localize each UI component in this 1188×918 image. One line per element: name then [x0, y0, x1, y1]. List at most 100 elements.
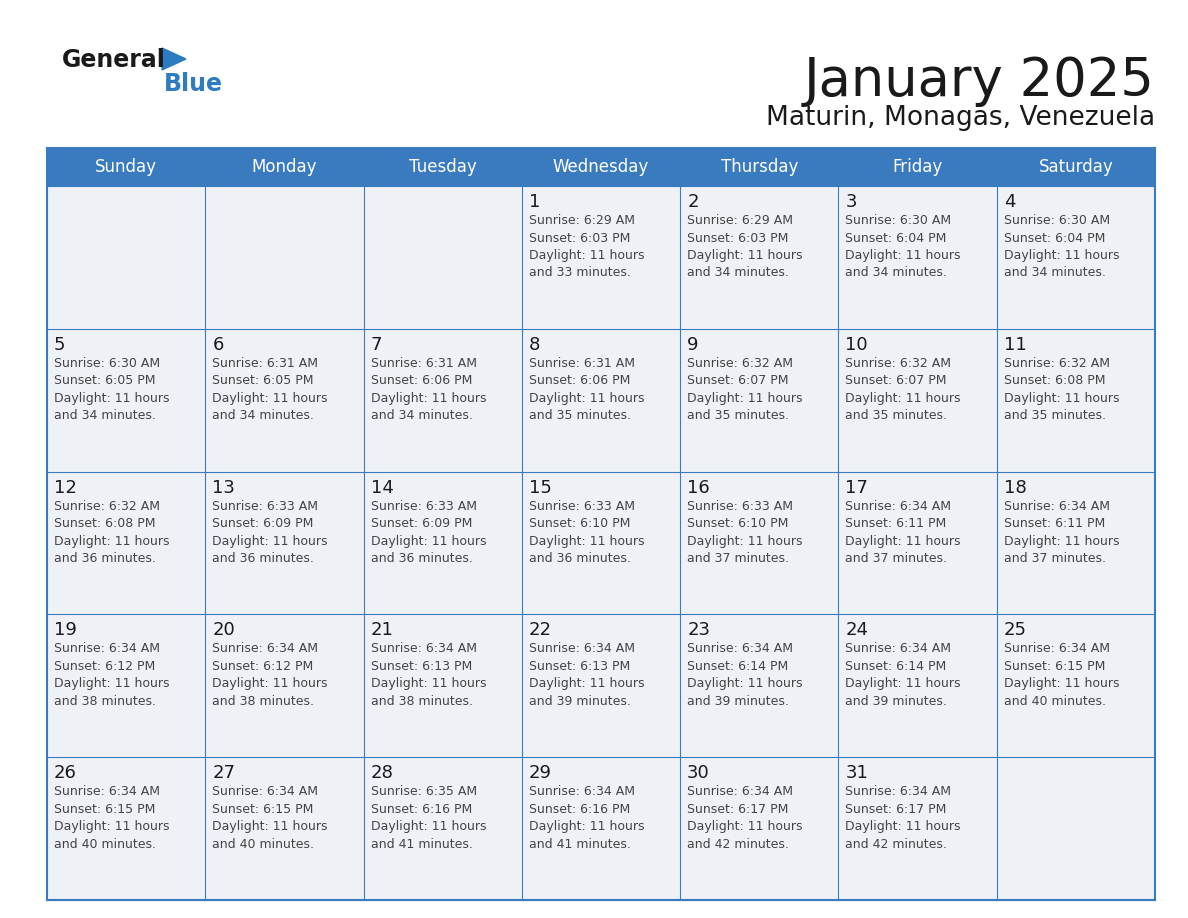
Text: Sunrise: 6:34 AM
Sunset: 6:15 PM
Daylight: 11 hours
and 40 minutes.: Sunrise: 6:34 AM Sunset: 6:15 PM Dayligh…: [1004, 643, 1119, 708]
Text: 25: 25: [1004, 621, 1026, 640]
Text: Sunrise: 6:34 AM
Sunset: 6:15 PM
Daylight: 11 hours
and 40 minutes.: Sunrise: 6:34 AM Sunset: 6:15 PM Dayligh…: [53, 785, 170, 851]
Text: Sunrise: 6:30 AM
Sunset: 6:04 PM
Daylight: 11 hours
and 34 minutes.: Sunrise: 6:30 AM Sunset: 6:04 PM Dayligh…: [1004, 214, 1119, 279]
Text: 28: 28: [371, 764, 393, 782]
Text: 31: 31: [846, 764, 868, 782]
Text: Sunrise: 6:33 AM
Sunset: 6:10 PM
Daylight: 11 hours
and 36 minutes.: Sunrise: 6:33 AM Sunset: 6:10 PM Dayligh…: [529, 499, 644, 565]
Text: Sunrise: 6:34 AM
Sunset: 6:11 PM
Daylight: 11 hours
and 37 minutes.: Sunrise: 6:34 AM Sunset: 6:11 PM Dayligh…: [1004, 499, 1119, 565]
Text: 1: 1: [529, 193, 541, 211]
Bar: [522, 329, 681, 472]
Bar: [364, 757, 522, 900]
Bar: [206, 329, 364, 472]
Text: January 2025: January 2025: [804, 55, 1155, 107]
Text: Sunrise: 6:34 AM
Sunset: 6:12 PM
Daylight: 11 hours
and 38 minutes.: Sunrise: 6:34 AM Sunset: 6:12 PM Dayligh…: [213, 643, 328, 708]
Bar: [206, 472, 364, 614]
Text: 6: 6: [213, 336, 223, 353]
Text: Sunrise: 6:32 AM
Sunset: 6:08 PM
Daylight: 11 hours
and 35 minutes.: Sunrise: 6:32 AM Sunset: 6:08 PM Dayligh…: [1004, 357, 1119, 422]
Bar: [997, 148, 1155, 186]
Bar: [48, 148, 206, 186]
Text: Sunrise: 6:32 AM
Sunset: 6:07 PM
Daylight: 11 hours
and 35 minutes.: Sunrise: 6:32 AM Sunset: 6:07 PM Dayligh…: [846, 357, 961, 422]
Text: Tuesday: Tuesday: [409, 158, 476, 176]
Bar: [522, 148, 681, 186]
Bar: [364, 329, 522, 472]
Text: Blue: Blue: [164, 72, 223, 96]
Text: Sunrise: 6:34 AM
Sunset: 6:14 PM
Daylight: 11 hours
and 39 minutes.: Sunrise: 6:34 AM Sunset: 6:14 PM Dayligh…: [687, 643, 803, 708]
Text: Sunrise: 6:34 AM
Sunset: 6:15 PM
Daylight: 11 hours
and 40 minutes.: Sunrise: 6:34 AM Sunset: 6:15 PM Dayligh…: [213, 785, 328, 851]
Text: Sunrise: 6:33 AM
Sunset: 6:09 PM
Daylight: 11 hours
and 36 minutes.: Sunrise: 6:33 AM Sunset: 6:09 PM Dayligh…: [371, 499, 486, 565]
Bar: [522, 614, 681, 757]
Bar: [681, 614, 839, 757]
Bar: [206, 148, 364, 186]
Text: Saturday: Saturday: [1038, 158, 1113, 176]
Text: 26: 26: [53, 764, 77, 782]
Text: 17: 17: [846, 478, 868, 497]
Text: 7: 7: [371, 336, 383, 353]
Text: 29: 29: [529, 764, 552, 782]
Bar: [997, 186, 1155, 329]
Bar: [839, 186, 997, 329]
Text: Maturin, Monagas, Venezuela: Maturin, Monagas, Venezuela: [766, 105, 1155, 131]
Text: Sunrise: 6:29 AM
Sunset: 6:03 PM
Daylight: 11 hours
and 34 minutes.: Sunrise: 6:29 AM Sunset: 6:03 PM Dayligh…: [687, 214, 803, 279]
Bar: [839, 757, 997, 900]
Text: 19: 19: [53, 621, 77, 640]
Text: Sunday: Sunday: [95, 158, 157, 176]
Text: 20: 20: [213, 621, 235, 640]
Bar: [997, 757, 1155, 900]
Text: Sunrise: 6:35 AM
Sunset: 6:16 PM
Daylight: 11 hours
and 41 minutes.: Sunrise: 6:35 AM Sunset: 6:16 PM Dayligh…: [371, 785, 486, 851]
Bar: [364, 472, 522, 614]
Bar: [48, 757, 206, 900]
Text: Thursday: Thursday: [721, 158, 798, 176]
Bar: [839, 148, 997, 186]
Bar: [522, 757, 681, 900]
Bar: [839, 614, 997, 757]
Text: 21: 21: [371, 621, 393, 640]
Bar: [681, 148, 839, 186]
Bar: [997, 614, 1155, 757]
Bar: [681, 757, 839, 900]
Text: 2: 2: [687, 193, 699, 211]
Text: 24: 24: [846, 621, 868, 640]
Text: Sunrise: 6:34 AM
Sunset: 6:12 PM
Daylight: 11 hours
and 38 minutes.: Sunrise: 6:34 AM Sunset: 6:12 PM Dayligh…: [53, 643, 170, 708]
Bar: [681, 329, 839, 472]
Bar: [522, 186, 681, 329]
Text: Sunrise: 6:34 AM
Sunset: 6:17 PM
Daylight: 11 hours
and 42 minutes.: Sunrise: 6:34 AM Sunset: 6:17 PM Dayligh…: [846, 785, 961, 851]
Text: 10: 10: [846, 336, 868, 353]
Text: 4: 4: [1004, 193, 1016, 211]
Text: 16: 16: [687, 478, 710, 497]
Text: General: General: [62, 48, 166, 72]
Bar: [364, 148, 522, 186]
Bar: [48, 186, 206, 329]
Bar: [997, 329, 1155, 472]
Bar: [681, 472, 839, 614]
Text: 3: 3: [846, 193, 857, 211]
Text: Sunrise: 6:33 AM
Sunset: 6:09 PM
Daylight: 11 hours
and 36 minutes.: Sunrise: 6:33 AM Sunset: 6:09 PM Dayligh…: [213, 499, 328, 565]
Text: Sunrise: 6:34 AM
Sunset: 6:13 PM
Daylight: 11 hours
and 39 minutes.: Sunrise: 6:34 AM Sunset: 6:13 PM Dayligh…: [529, 643, 644, 708]
Text: 15: 15: [529, 478, 551, 497]
Text: 13: 13: [213, 478, 235, 497]
Bar: [839, 472, 997, 614]
Text: Sunrise: 6:34 AM
Sunset: 6:17 PM
Daylight: 11 hours
and 42 minutes.: Sunrise: 6:34 AM Sunset: 6:17 PM Dayligh…: [687, 785, 803, 851]
Text: 22: 22: [529, 621, 552, 640]
Text: Wednesday: Wednesday: [552, 158, 649, 176]
Bar: [48, 329, 206, 472]
Text: 11: 11: [1004, 336, 1026, 353]
Text: 8: 8: [529, 336, 541, 353]
Text: 27: 27: [213, 764, 235, 782]
Bar: [48, 472, 206, 614]
Text: Sunrise: 6:29 AM
Sunset: 6:03 PM
Daylight: 11 hours
and 33 minutes.: Sunrise: 6:29 AM Sunset: 6:03 PM Dayligh…: [529, 214, 644, 279]
Text: Sunrise: 6:34 AM
Sunset: 6:11 PM
Daylight: 11 hours
and 37 minutes.: Sunrise: 6:34 AM Sunset: 6:11 PM Dayligh…: [846, 499, 961, 565]
Text: 18: 18: [1004, 478, 1026, 497]
Bar: [839, 329, 997, 472]
Text: 30: 30: [687, 764, 710, 782]
Bar: [681, 186, 839, 329]
Text: Sunrise: 6:31 AM
Sunset: 6:06 PM
Daylight: 11 hours
and 34 minutes.: Sunrise: 6:31 AM Sunset: 6:06 PM Dayligh…: [371, 357, 486, 422]
Text: 9: 9: [687, 336, 699, 353]
Bar: [206, 614, 364, 757]
Text: 23: 23: [687, 621, 710, 640]
Text: Sunrise: 6:34 AM
Sunset: 6:14 PM
Daylight: 11 hours
and 39 minutes.: Sunrise: 6:34 AM Sunset: 6:14 PM Dayligh…: [846, 643, 961, 708]
Text: 14: 14: [371, 478, 393, 497]
Bar: [206, 186, 364, 329]
Text: Sunrise: 6:33 AM
Sunset: 6:10 PM
Daylight: 11 hours
and 37 minutes.: Sunrise: 6:33 AM Sunset: 6:10 PM Dayligh…: [687, 499, 803, 565]
Bar: [48, 614, 206, 757]
Text: 5: 5: [53, 336, 65, 353]
Text: Monday: Monday: [252, 158, 317, 176]
